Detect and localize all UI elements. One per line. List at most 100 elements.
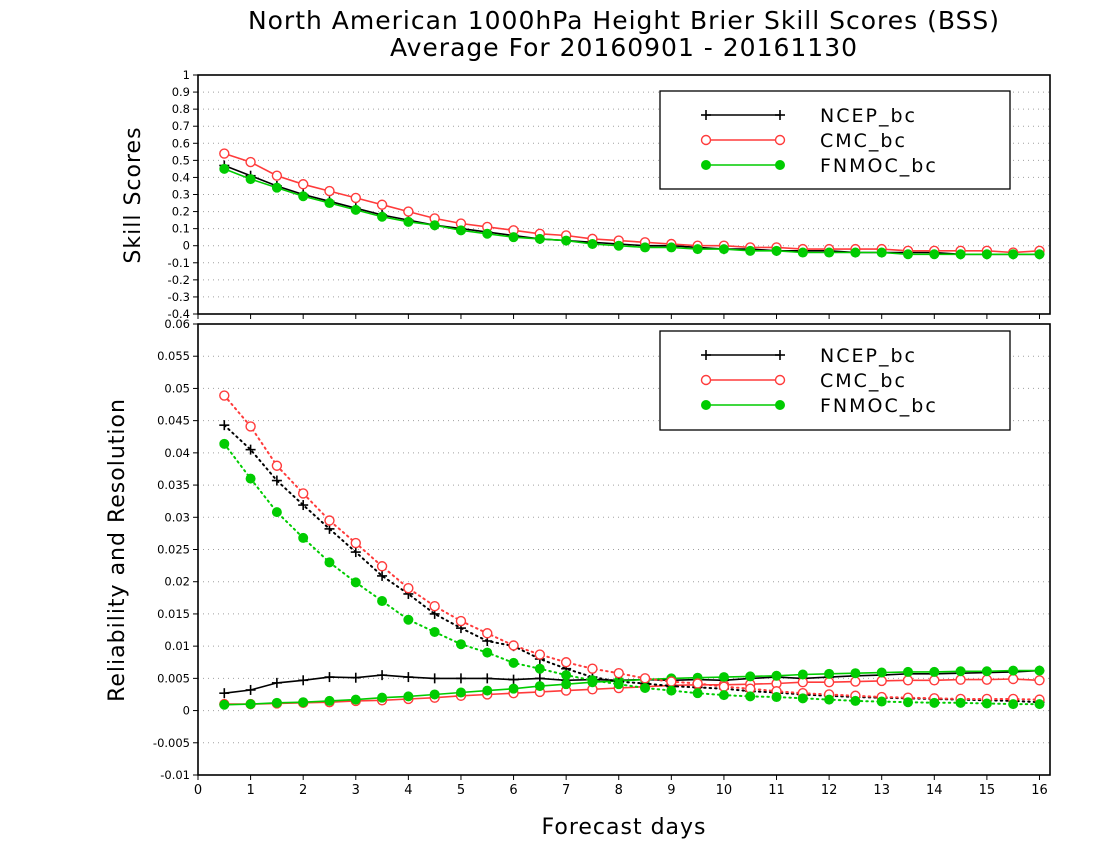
y-tick-label: 0.8: [172, 102, 190, 116]
data-point: [692, 244, 703, 255]
data-point: [876, 696, 887, 707]
x-tick-label: 5: [457, 783, 465, 798]
data-point: [666, 242, 677, 253]
legend-item: CMC_bc: [700, 130, 905, 152]
top-panel-y-axis-label: Skill Scores: [121, 126, 146, 263]
x-tick-label: 16: [1031, 783, 1048, 798]
legend-marker-start: [700, 374, 712, 386]
data-point: [981, 698, 992, 709]
data-point: [219, 699, 230, 710]
data-point: [298, 697, 309, 708]
plot-frame: [197, 323, 1051, 776]
data-point: [297, 179, 309, 190]
x-tick-label: 2: [299, 783, 307, 798]
legend-marker-start: [701, 400, 711, 410]
legend-item: NCEP_bc: [701, 345, 915, 367]
x-tick-label: 0: [194, 783, 202, 798]
legend-marker-end: [775, 350, 785, 360]
y-tick-label: 0.4: [172, 170, 190, 184]
data-point: [797, 693, 808, 704]
data-point: [902, 675, 914, 686]
y-tick-label: 0.9: [172, 85, 190, 99]
legend-item: FNMOC_bc: [701, 395, 936, 417]
chart-panels: -0.4 -0.3 -0.2 -0.1 0 0.1 0.2 0.3 0.4 0.5 0.6 0.7 0.…: [153, 68, 1051, 798]
data-point: [797, 669, 808, 680]
legend-marker-start: [700, 134, 712, 146]
data-point: [1008, 249, 1019, 260]
data-point: [508, 683, 519, 694]
data-point: [455, 615, 467, 627]
data-point: [981, 674, 993, 685]
data-point: [639, 673, 651, 684]
data-point: [508, 232, 519, 243]
data-point: [692, 678, 703, 689]
data-point: [771, 692, 782, 703]
data-point: [377, 692, 388, 703]
data-point: [403, 672, 414, 683]
y-tick-label: -0.01: [160, 768, 190, 782]
data-point: [219, 148, 230, 159]
data-point: [508, 674, 519, 685]
data-point: [245, 444, 256, 455]
legend-marker-start: [701, 110, 711, 120]
data-point: [219, 163, 230, 174]
data-point: [850, 247, 861, 258]
y-tick-label: 0.055: [157, 349, 190, 363]
data-point: [1008, 665, 1019, 676]
data-point: [718, 244, 729, 255]
data-point: [981, 249, 992, 260]
data-point: [376, 199, 388, 210]
data-point: [534, 233, 545, 244]
data-point: [429, 673, 440, 684]
data-point: [850, 668, 861, 679]
y-tick-label: 0.03: [164, 510, 190, 524]
series-line: [223, 442, 1041, 706]
data-point: [403, 582, 414, 594]
data-point: [1034, 699, 1045, 710]
data-point: [403, 614, 414, 625]
data-point: [482, 673, 493, 684]
data-point: [771, 245, 782, 256]
data-point: [482, 685, 493, 696]
data-point: [324, 557, 335, 568]
y-tick-label: 0.06: [164, 317, 190, 331]
data-point: [876, 675, 887, 687]
data-point: [298, 191, 309, 202]
data-point: [850, 695, 861, 706]
data-point: [955, 697, 966, 708]
x-tick-label: 4: [404, 783, 412, 798]
legend-item: CMC_bc: [700, 370, 905, 392]
legend-marker-end: [775, 110, 785, 120]
data-point: [482, 628, 493, 639]
data-point: [666, 676, 677, 687]
legend-marker-end: [774, 134, 786, 146]
data-point: [219, 420, 230, 431]
data-point: [245, 156, 256, 168]
data-point: [429, 600, 440, 612]
x-axis-label: Forecast days: [541, 815, 706, 840]
data-point: [508, 657, 519, 668]
x-tick-label: 3: [352, 783, 360, 798]
y-tick-label: 0.045: [157, 414, 190, 428]
series-resolution-5: [219, 438, 1045, 710]
data-point: [403, 691, 414, 702]
x-tick-label: 11: [768, 783, 785, 798]
legend-item: NCEP_bc: [701, 105, 915, 127]
y-tick-label: 1: [183, 68, 190, 82]
x-tick-label: 14: [926, 783, 943, 798]
chart-subtitle: Average For 20160901 - 20161130: [390, 33, 858, 62]
data-point: [377, 570, 388, 581]
data-point: [271, 182, 282, 193]
data-point: [1007, 673, 1019, 685]
data-point: [955, 666, 966, 677]
data-point: [613, 668, 624, 679]
y-tick-label: 0: [183, 704, 190, 718]
data-point: [324, 185, 335, 197]
data-point: [245, 421, 256, 432]
data-point: [666, 685, 677, 696]
data-point: [640, 683, 651, 694]
y-tick-label: 0.7: [172, 119, 190, 133]
y-tick-label: 0.1: [172, 222, 190, 236]
data-point: [271, 507, 282, 518]
y-tick-label: -0.4: [168, 307, 190, 321]
